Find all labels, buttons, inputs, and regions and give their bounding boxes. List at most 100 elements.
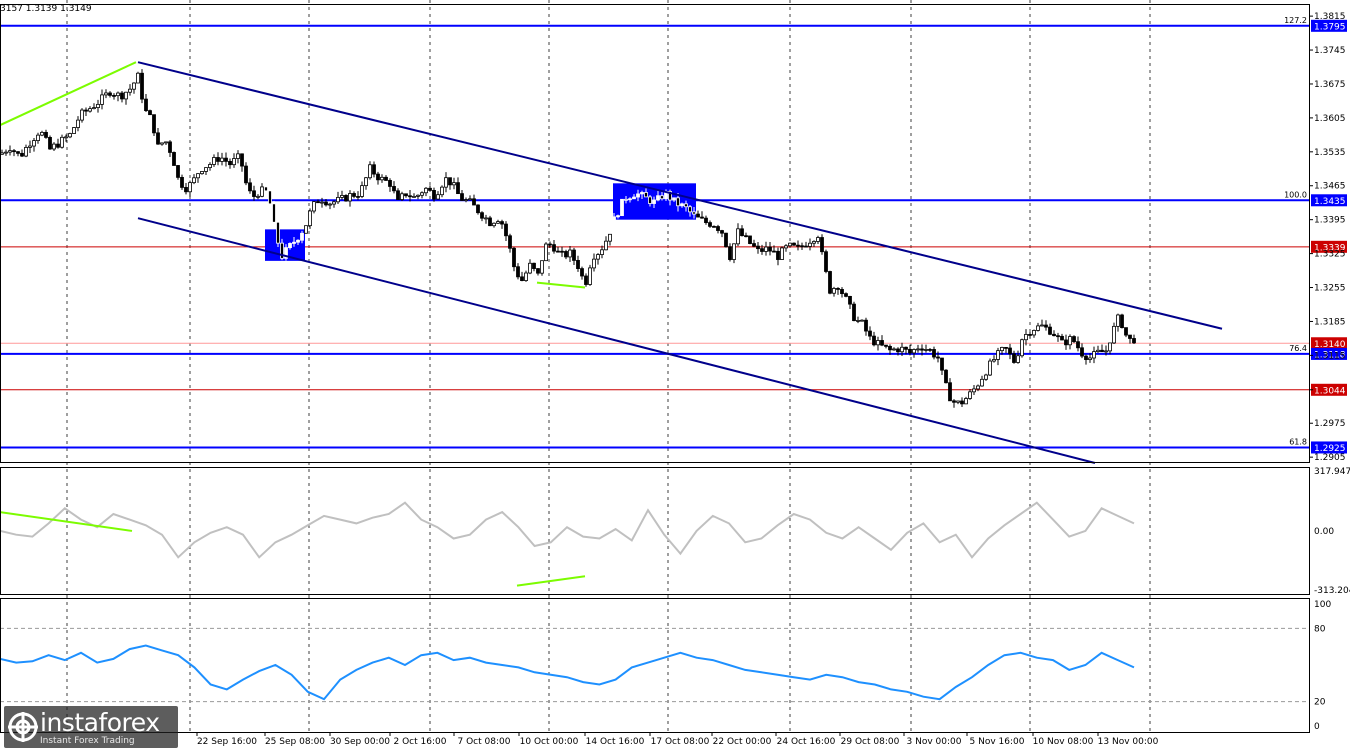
candle-body-33 bbox=[132, 82, 136, 90]
candle-body-255 bbox=[1020, 339, 1024, 357]
candle-body-30 bbox=[120, 92, 124, 100]
x-tick-label-10: 29 Oct 08:00 bbox=[841, 737, 900, 747]
candle-body-12 bbox=[48, 137, 52, 150]
y-tick-label-7: 1.3325 bbox=[1314, 250, 1346, 260]
candle-body-230 bbox=[920, 348, 924, 351]
price-candles bbox=[0, 69, 1136, 408]
candle-body-58 bbox=[232, 158, 236, 166]
candle-body-77 bbox=[308, 210, 312, 227]
candle-body-141 bbox=[564, 251, 568, 258]
candle-body-48 bbox=[192, 177, 196, 184]
candle-body-85 bbox=[340, 195, 344, 198]
candle-body-214 bbox=[856, 320, 860, 322]
cci-divergence-line-0 bbox=[0, 511, 133, 532]
candle-body-186 bbox=[744, 235, 748, 238]
cci-panel: 317.9471 0.00 -313.204 bbox=[0, 467, 1350, 596]
candle-body-114 bbox=[456, 182, 460, 195]
candle-body-262 bbox=[1048, 326, 1052, 335]
candle-body-80 bbox=[320, 201, 324, 204]
candle-body-130 bbox=[520, 276, 524, 281]
candle-body-148 bbox=[592, 258, 596, 269]
candle-body-124 bbox=[496, 221, 500, 224]
candle-body-38 bbox=[152, 114, 156, 134]
candle-body-201 bbox=[804, 245, 808, 248]
price-badge-1.3339 bbox=[1311, 240, 1347, 253]
cci-divergence-line-1 bbox=[516, 575, 586, 587]
rsi-tick-label-2: 20 bbox=[1314, 698, 1326, 708]
candle-body-163 bbox=[652, 199, 656, 204]
candle-body-261 bbox=[1044, 324, 1048, 328]
candle-body-131 bbox=[524, 272, 528, 281]
candle-body-146 bbox=[584, 275, 588, 285]
candle-body-5 bbox=[20, 152, 24, 157]
candle-body-112 bbox=[448, 177, 452, 186]
candle-body-235 bbox=[940, 357, 944, 371]
panel-frame-1 bbox=[0, 467, 1310, 595]
x-tick-label-4: 7 Oct 08:00 bbox=[458, 737, 511, 747]
y-tick-label-1: 1.3745 bbox=[1314, 46, 1346, 56]
candle-body-118 bbox=[472, 198, 476, 206]
candle-body-66 bbox=[264, 186, 268, 192]
candle-body-260 bbox=[1040, 324, 1044, 327]
candle-body-23 bbox=[92, 107, 96, 110]
candle-body-220 bbox=[880, 340, 884, 346]
candle-body-83 bbox=[332, 201, 336, 205]
candle-body-51 bbox=[204, 167, 208, 172]
candle-body-277 bbox=[1108, 342, 1112, 352]
candle-body-138 bbox=[552, 244, 556, 252]
candle-body-179 bbox=[716, 226, 720, 231]
candle-body-219 bbox=[876, 340, 880, 346]
candle-body-149 bbox=[596, 254, 600, 260]
candle-body-217 bbox=[868, 330, 872, 337]
fib-label-100.0: 100.0 bbox=[1284, 190, 1307, 199]
candle-body-191 bbox=[764, 246, 768, 252]
candle-body-74 bbox=[296, 239, 300, 243]
y-tick-label-5: 1.3465 bbox=[1314, 182, 1346, 192]
candle-body-207 bbox=[828, 271, 832, 294]
candle-body-170 bbox=[680, 203, 684, 207]
y-tick-label-6: 1.3395 bbox=[1314, 216, 1346, 226]
candle-body-237 bbox=[948, 382, 952, 402]
instaforex-logo: instaforex Instant Forex Trading bbox=[4, 706, 178, 748]
candle-body-240 bbox=[960, 400, 964, 405]
candle-body-82 bbox=[328, 203, 332, 206]
candle-body-62 bbox=[248, 182, 252, 192]
candle-body-15 bbox=[60, 136, 64, 148]
candle-body-176 bbox=[704, 217, 708, 224]
candle-body-31 bbox=[124, 91, 128, 100]
candle-body-115 bbox=[460, 193, 464, 201]
candle-body-253 bbox=[1012, 353, 1016, 363]
candle-body-87 bbox=[348, 193, 352, 202]
rsi-tick-label-1: 80 bbox=[1314, 624, 1326, 634]
highlight-boxes bbox=[265, 183, 696, 261]
candle-body-263 bbox=[1052, 333, 1056, 337]
x-tick-label-2: 30 Sep 00:00 bbox=[330, 737, 390, 747]
candle-body-13 bbox=[52, 143, 56, 150]
candle-body-21 bbox=[84, 109, 88, 112]
price-badge-text-1.3435: 1.3435 bbox=[1314, 197, 1346, 207]
candle-body-151 bbox=[604, 240, 608, 251]
candle-body-142 bbox=[568, 249, 572, 258]
candle-body-195 bbox=[780, 247, 784, 260]
x-tick-label-9: 24 Oct 16:00 bbox=[777, 737, 836, 747]
candle-body-99 bbox=[396, 190, 400, 200]
price-divergence-line-0 bbox=[0, 61, 137, 127]
candle-body-223 bbox=[892, 348, 896, 351]
candle-body-244 bbox=[976, 385, 980, 390]
candle-body-39 bbox=[156, 132, 160, 145]
candle-body-174 bbox=[696, 213, 700, 218]
candle-body-150 bbox=[600, 249, 604, 255]
x-tick-label-5: 10 Oct 00:00 bbox=[520, 737, 579, 747]
candle-body-272 bbox=[1088, 357, 1092, 360]
candle-body-43 bbox=[172, 152, 176, 166]
candle-body-34 bbox=[136, 72, 140, 84]
candle-body-9 bbox=[36, 134, 40, 141]
candle-body-123 bbox=[492, 222, 496, 227]
candle-body-98 bbox=[392, 186, 396, 192]
candle-body-11 bbox=[44, 131, 48, 138]
candle-body-224 bbox=[896, 348, 900, 353]
candle-body-225 bbox=[900, 346, 904, 353]
candle-body-110 bbox=[440, 186, 444, 196]
price-badge-text-1.3140: 1.3140 bbox=[1314, 340, 1346, 350]
candle-body-104 bbox=[416, 194, 420, 197]
